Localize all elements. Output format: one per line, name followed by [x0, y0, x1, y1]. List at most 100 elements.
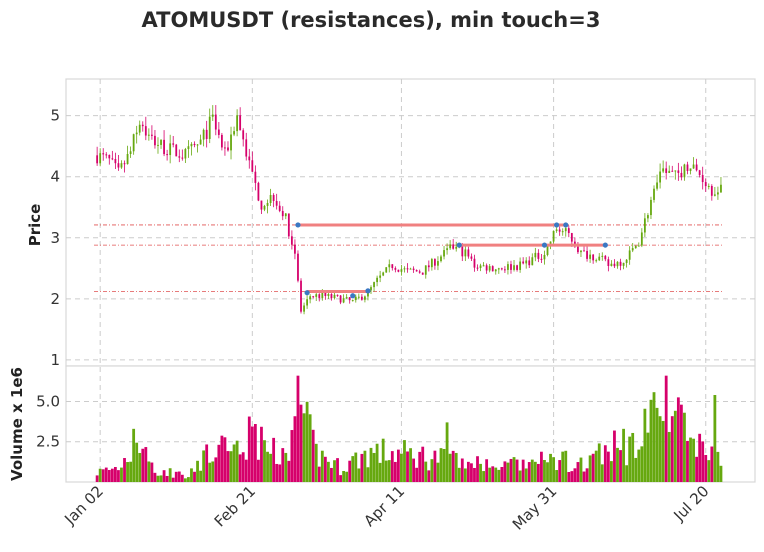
volume-bar [208, 462, 212, 482]
candle-body [263, 205, 266, 210]
volume-bar [603, 445, 607, 482]
volume-bar [713, 395, 717, 482]
volume-bar [244, 459, 248, 482]
volume-bar [652, 392, 656, 482]
volume-bar [180, 474, 184, 482]
volume-bar [698, 433, 702, 482]
candle-body [211, 114, 214, 117]
volume-bar [488, 467, 492, 482]
volume-bar [281, 448, 285, 482]
volume-bar [260, 426, 263, 482]
candle-body [324, 292, 327, 297]
candle-body [351, 300, 354, 302]
candle-body [662, 168, 665, 172]
volume-tick-label: 2.5 [36, 433, 60, 451]
volume-bar [588, 455, 592, 482]
candle-body [339, 295, 342, 303]
candle-body [260, 200, 263, 210]
volume-bar [460, 458, 464, 482]
candle-body [96, 155, 99, 164]
candle-body [278, 205, 281, 211]
volume-bar [369, 447, 373, 482]
candle-body [507, 264, 509, 270]
volume-bar [351, 456, 355, 482]
volume-bar [640, 446, 644, 482]
candle-body [640, 232, 643, 246]
volume-bar [683, 412, 686, 482]
volume-bar [168, 468, 172, 482]
candle-body [607, 259, 610, 266]
volume-bars [95, 375, 723, 482]
volume-bar [670, 416, 674, 482]
candle-body [376, 277, 378, 283]
candle-body [674, 170, 677, 172]
volume-bar [287, 460, 291, 482]
candle-body [683, 164, 686, 178]
x-tick-label: Jul 20 [669, 482, 712, 525]
volume-bar [695, 456, 699, 482]
volume-bar [211, 461, 215, 482]
volume-bar [317, 466, 321, 482]
volume-bar [543, 459, 546, 482]
volume-bar [466, 461, 470, 482]
volume-bar [403, 440, 406, 482]
volume-bar [247, 416, 251, 482]
volume-bar [400, 453, 403, 482]
candle-body [464, 249, 467, 257]
candle-body [166, 154, 169, 156]
candle-body [421, 272, 424, 275]
candle-body [181, 157, 184, 159]
volume-bar [530, 459, 534, 482]
candle-body [193, 143, 196, 146]
candle-body [616, 261, 619, 267]
volume-bar [174, 471, 178, 482]
volume-bar [646, 432, 650, 482]
volume-bar [110, 468, 114, 482]
touch-marker [541, 242, 548, 248]
volume-bar [491, 466, 495, 482]
candle-body [476, 267, 479, 269]
candle-body [577, 246, 579, 253]
volume-bar [576, 462, 580, 482]
candle-body [123, 163, 126, 165]
volume-bar [330, 467, 333, 482]
volume-bar [515, 459, 519, 482]
volume-bar [241, 452, 245, 482]
volume-bar [512, 457, 516, 482]
candle-body [242, 130, 245, 140]
volume-bar [649, 399, 653, 482]
volume-bar [393, 461, 397, 482]
candle-body [290, 236, 293, 245]
candle-body [120, 163, 123, 168]
volume-bar [613, 430, 616, 482]
candle-body [309, 296, 312, 300]
volume-bar [193, 471, 196, 482]
volume-bar [187, 477, 190, 482]
volume-bar [132, 428, 136, 482]
candle-body [141, 124, 144, 127]
candle-body [251, 160, 254, 172]
price-panel [65, 78, 756, 367]
candle-body [357, 296, 360, 298]
volume-bar [390, 451, 394, 482]
volume-bar [290, 430, 294, 482]
volume-bar [442, 448, 446, 482]
candle-body [248, 156, 251, 161]
candle-body [491, 266, 494, 272]
volume-bar [524, 468, 528, 482]
volume-bar [226, 451, 230, 482]
volume-bar [378, 462, 382, 482]
candle-body [698, 170, 701, 176]
volume-bar [138, 452, 142, 482]
candle-body [570, 233, 573, 242]
candle-body [144, 126, 147, 136]
volume-bar [567, 471, 571, 482]
volume-bar [202, 450, 206, 482]
volume-bar [117, 470, 120, 482]
candle-body [665, 168, 668, 173]
volume-bar [357, 468, 361, 482]
candle-body [546, 245, 549, 255]
candle-body [701, 175, 704, 183]
candle-body [482, 265, 485, 267]
volume-bar [509, 458, 513, 482]
